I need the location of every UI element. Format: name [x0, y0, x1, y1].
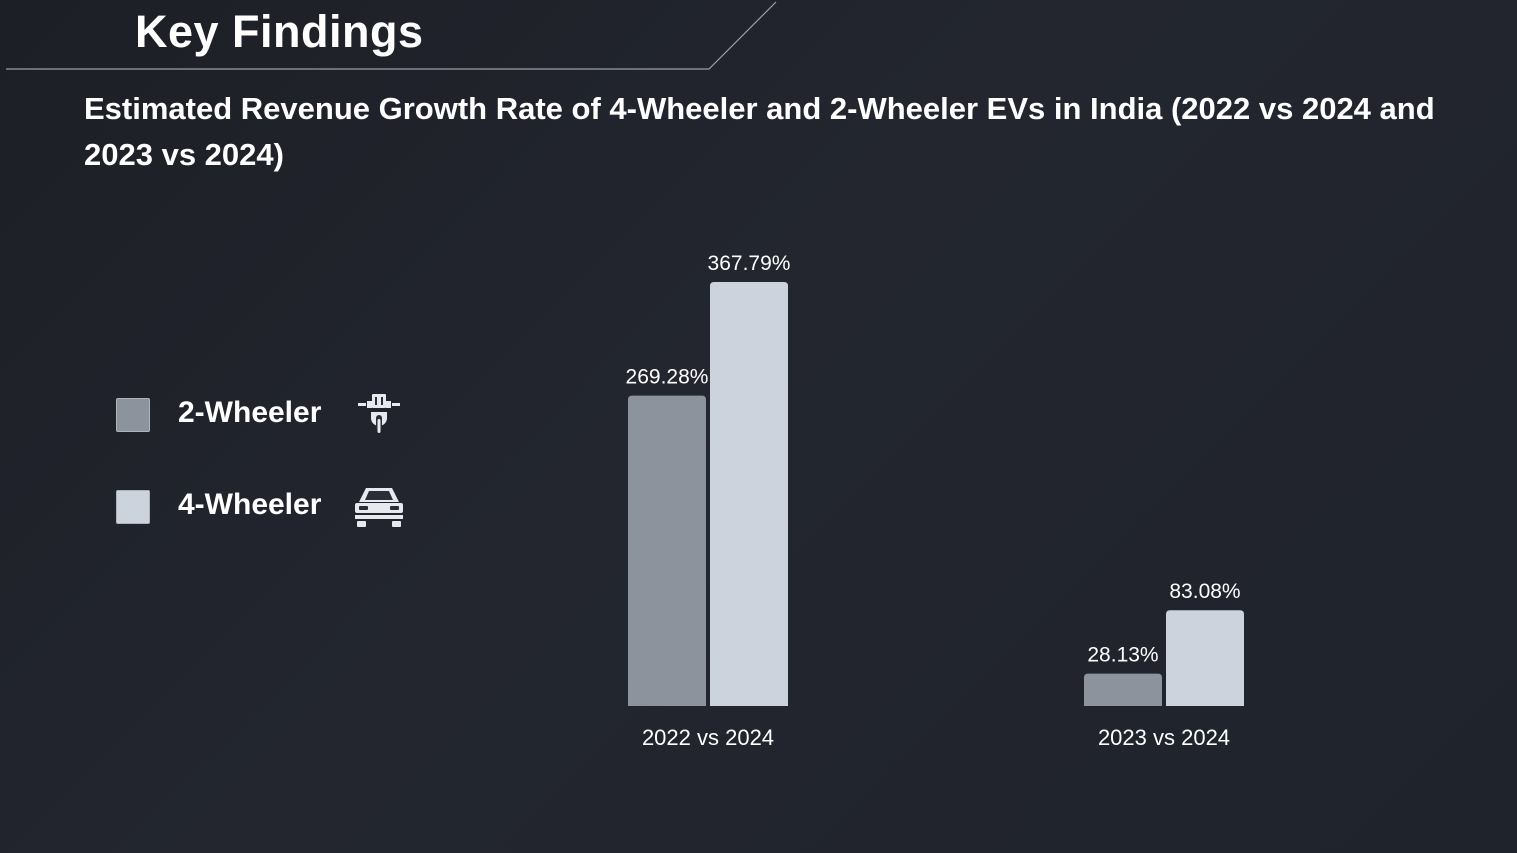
data-label-4-wheeler-2023-vs-2024: 83.08% [1169, 580, 1240, 603]
section-title: Key Findings [135, 6, 424, 57]
legend-swatch-4-wheeler [116, 490, 150, 524]
data-label-2-wheeler-2022-vs-2024: 269.28% [626, 366, 709, 389]
scooter-icon [358, 394, 400, 433]
data-label-2-wheeler-2023-vs-2024: 28.13% [1087, 644, 1158, 667]
bar-2-wheeler-2022-vs-2024 [628, 395, 706, 706]
data-label-4-wheeler-2022-vs-2024: 367.79% [708, 252, 791, 275]
bar-2-wheeler-2023-vs-2024 [1084, 673, 1162, 706]
bar-4-wheeler-2022-vs-2024 [710, 282, 788, 706]
x-tick-label-2022-vs-2024: 2022 vs 2024 [642, 725, 774, 750]
car-icon [355, 488, 403, 527]
header-divider [6, 1, 777, 70]
legend-label-4-wheeler: 4-Wheeler [178, 488, 322, 521]
legend-label-2-wheeler: 2-Wheeler [178, 396, 322, 429]
legend-swatch-2-wheeler [116, 398, 150, 432]
legend-item-4-wheeler: 4-Wheeler [116, 482, 436, 527]
legend-item-2-wheeler: 2-Wheeler [116, 390, 436, 433]
bar-4-wheeler-2023-vs-2024 [1166, 610, 1244, 706]
chart-title: Estimated Revenue Growth Rate of 4-Wheel… [84, 91, 1435, 172]
x-tick-label-2023-vs-2024: 2023 vs 2024 [1098, 725, 1230, 750]
